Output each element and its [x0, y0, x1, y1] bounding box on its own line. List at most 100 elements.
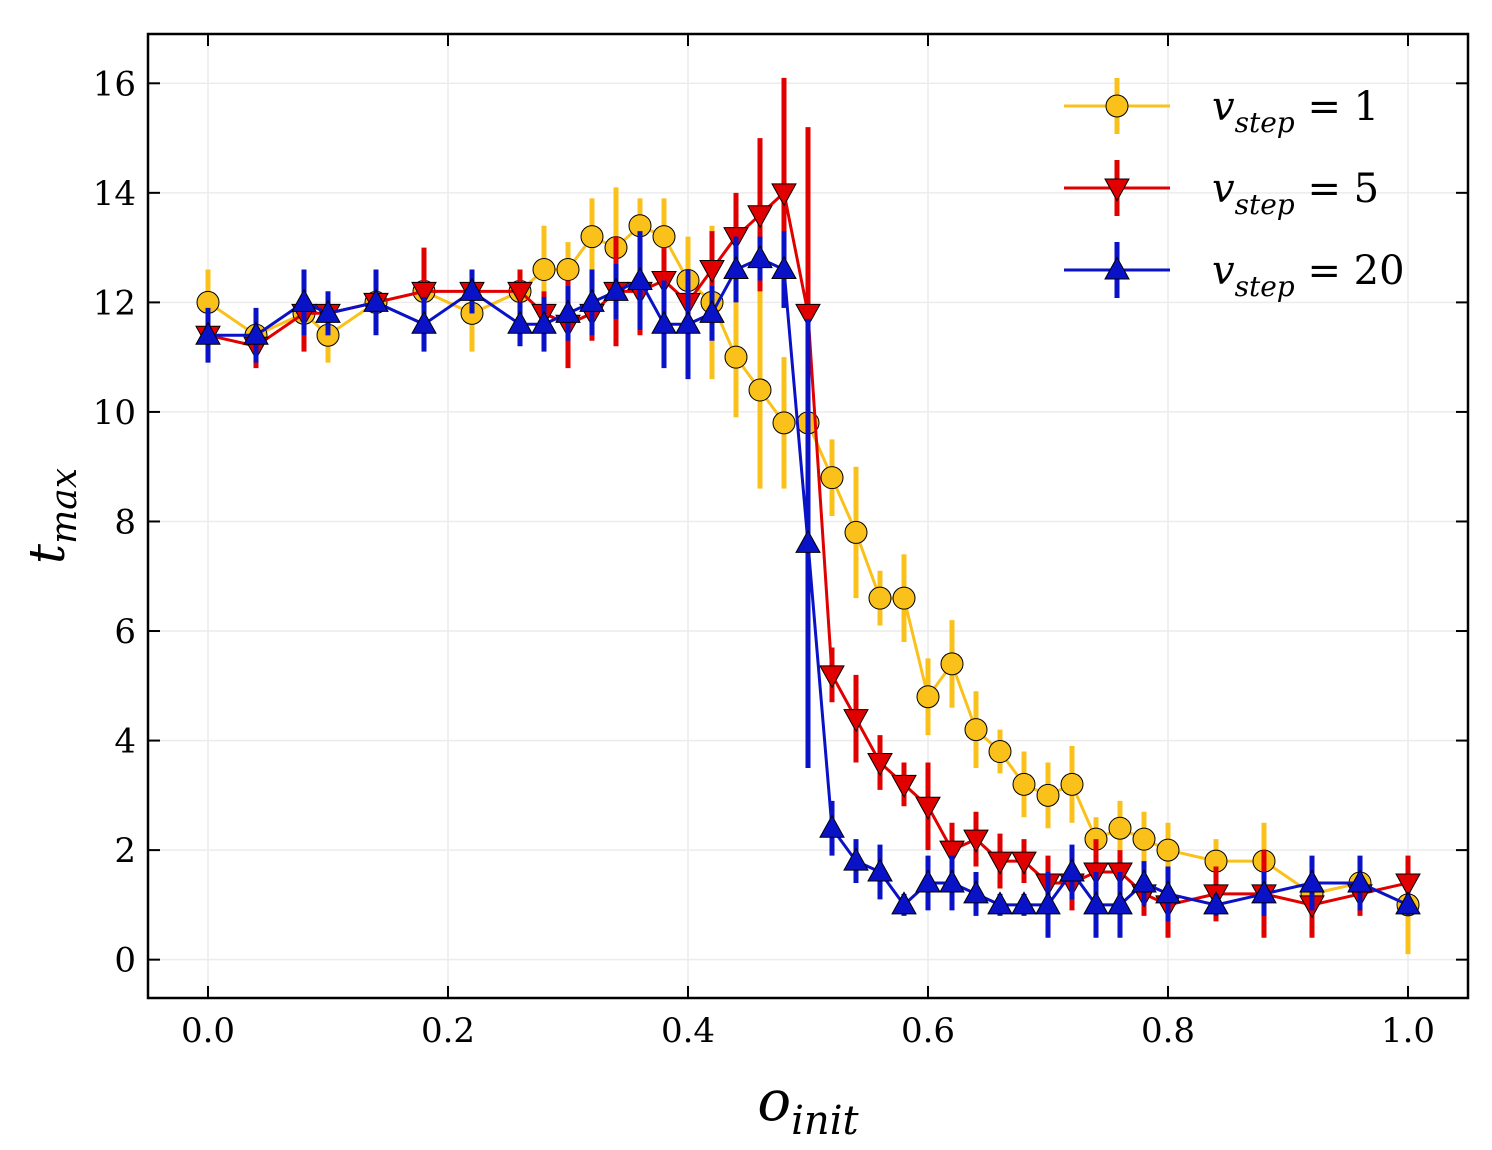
data-point [315, 299, 341, 323]
data-point [1299, 869, 1325, 893]
data-point [1083, 891, 1109, 915]
data-point [867, 752, 893, 777]
x-tick-label: 0.8 [1141, 1011, 1195, 1051]
data-point [555, 299, 581, 323]
data-point [891, 891, 917, 915]
y-tick-label: 4 [114, 722, 136, 762]
data-point [603, 277, 629, 301]
data-point [627, 266, 653, 290]
data-point [771, 183, 797, 207]
data-point [411, 281, 437, 306]
y-tick-label: 8 [114, 502, 136, 542]
data-point [916, 685, 940, 709]
data-point [1059, 858, 1085, 882]
y-tick-label: 12 [93, 283, 136, 323]
x-tick-label: 0.4 [661, 1011, 715, 1051]
x-axis-title: oinit [757, 1069, 859, 1144]
x-tick-label: 0.2 [421, 1011, 475, 1051]
data-point [1107, 891, 1133, 915]
x-axis-title-main: o [757, 1069, 791, 1134]
data-point [724, 345, 748, 369]
data-point [532, 258, 556, 282]
data-point [820, 466, 844, 490]
data-point [1011, 851, 1037, 875]
data-point [363, 288, 389, 312]
y-axis-title-main: t [18, 543, 76, 564]
x-tick-label: 0.0 [181, 1011, 235, 1051]
data-point [795, 529, 821, 553]
data-point [987, 851, 1013, 875]
data-point [748, 378, 772, 402]
data-point [819, 665, 845, 689]
data-point [939, 869, 965, 893]
data-point [1108, 816, 1132, 840]
legend-label-value: = 5 [1295, 166, 1379, 212]
y-tick-label: 14 [93, 174, 136, 214]
legend-label-value: = 1 [1295, 84, 1379, 130]
plot-frame [146, 32, 1470, 1000]
data-point [1012, 772, 1036, 796]
data-point [892, 586, 916, 610]
data-point [819, 814, 845, 838]
legend-label-main: v [1212, 84, 1235, 130]
data-point [699, 299, 725, 323]
data-point [579, 288, 605, 312]
data-point [843, 709, 869, 733]
data-point [891, 774, 917, 799]
data-point [1203, 891, 1229, 915]
data-point [1131, 869, 1157, 893]
data-point [195, 321, 221, 345]
data-point [1156, 838, 1180, 862]
data-point [867, 858, 893, 882]
x-tick-label: 0.6 [901, 1011, 955, 1051]
data-point [964, 718, 988, 742]
data-point [795, 303, 821, 327]
data-point [771, 255, 797, 280]
data-point [940, 652, 964, 676]
data-point [1347, 869, 1373, 893]
legend-label: vstep = 1 [1212, 84, 1379, 139]
y-tick-label: 16 [93, 64, 136, 104]
series-2 [195, 231, 1421, 938]
data-point [868, 586, 892, 610]
data-point [580, 225, 604, 249]
x-axis-title-sub: init [791, 1098, 859, 1144]
data-point [915, 796, 941, 820]
data-point [772, 411, 796, 435]
data-point [988, 740, 1012, 764]
y-tick-label: 2 [114, 831, 136, 871]
legend-label-value: = 20 [1295, 248, 1405, 294]
legend-entry-1: vstep = 5 [1064, 160, 1379, 221]
legend-label-main: v [1212, 248, 1235, 294]
data-point [1395, 891, 1421, 915]
data-point [723, 255, 749, 280]
data-point [531, 310, 557, 334]
data-point [1155, 880, 1181, 904]
data-point [675, 310, 701, 334]
y-axis-title-sub: max [44, 468, 85, 544]
data-point [1036, 783, 1060, 807]
x-tick-label: 1.0 [1381, 1011, 1435, 1051]
legend-label-sub: step [1235, 106, 1295, 139]
data-point [411, 310, 437, 334]
data-point [556, 258, 580, 282]
data-point [1132, 827, 1156, 851]
series-line [207, 223, 1409, 907]
legend-marker [1104, 178, 1130, 202]
legend-marker [1105, 94, 1129, 118]
legend-entry-2: vstep = 20 [1064, 242, 1405, 303]
data-point [243, 321, 269, 345]
data-point [915, 869, 941, 893]
data-point [987, 891, 1013, 915]
legend-entry-0: vstep = 1 [1064, 78, 1379, 139]
y-tick-label: 6 [114, 612, 136, 652]
y-tick-label: 0 [114, 941, 136, 981]
series-line [208, 256, 1409, 908]
series-line [207, 189, 1409, 907]
data-point [507, 310, 533, 334]
data-point [1251, 880, 1277, 904]
data-point [507, 281, 533, 306]
data-point [963, 880, 989, 904]
